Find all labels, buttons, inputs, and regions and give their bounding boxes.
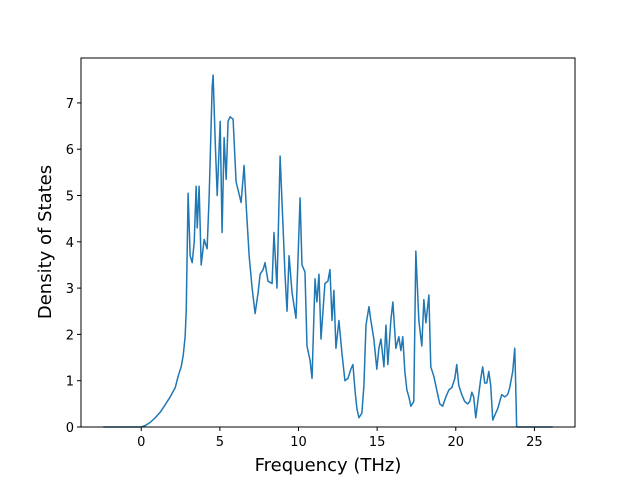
y-tick-label: 1 [66, 375, 74, 390]
x-tick-label: 5 [216, 435, 224, 450]
y-tick-label: 0 [66, 421, 74, 436]
y-tick-label: 4 [66, 236, 74, 251]
x-tick-label: 10 [290, 435, 307, 450]
x-tick-label: 15 [369, 435, 386, 450]
plot-frame [80, 57, 576, 428]
y-tick-label: 3 [66, 282, 74, 297]
x-tick-label: 25 [526, 435, 543, 450]
y-tick-label: 5 [66, 190, 74, 205]
x-axis-label: Frequency (THz) [255, 455, 402, 476]
y-tick-label: 2 [66, 328, 74, 343]
data-line [103, 74, 553, 428]
y-axis-label: Density of States [35, 165, 56, 319]
y-tick-label: 7 [66, 97, 74, 112]
x-tick-label: 0 [137, 435, 145, 450]
x-tick-label: 20 [448, 435, 465, 450]
y-tick-label: 6 [66, 143, 74, 158]
